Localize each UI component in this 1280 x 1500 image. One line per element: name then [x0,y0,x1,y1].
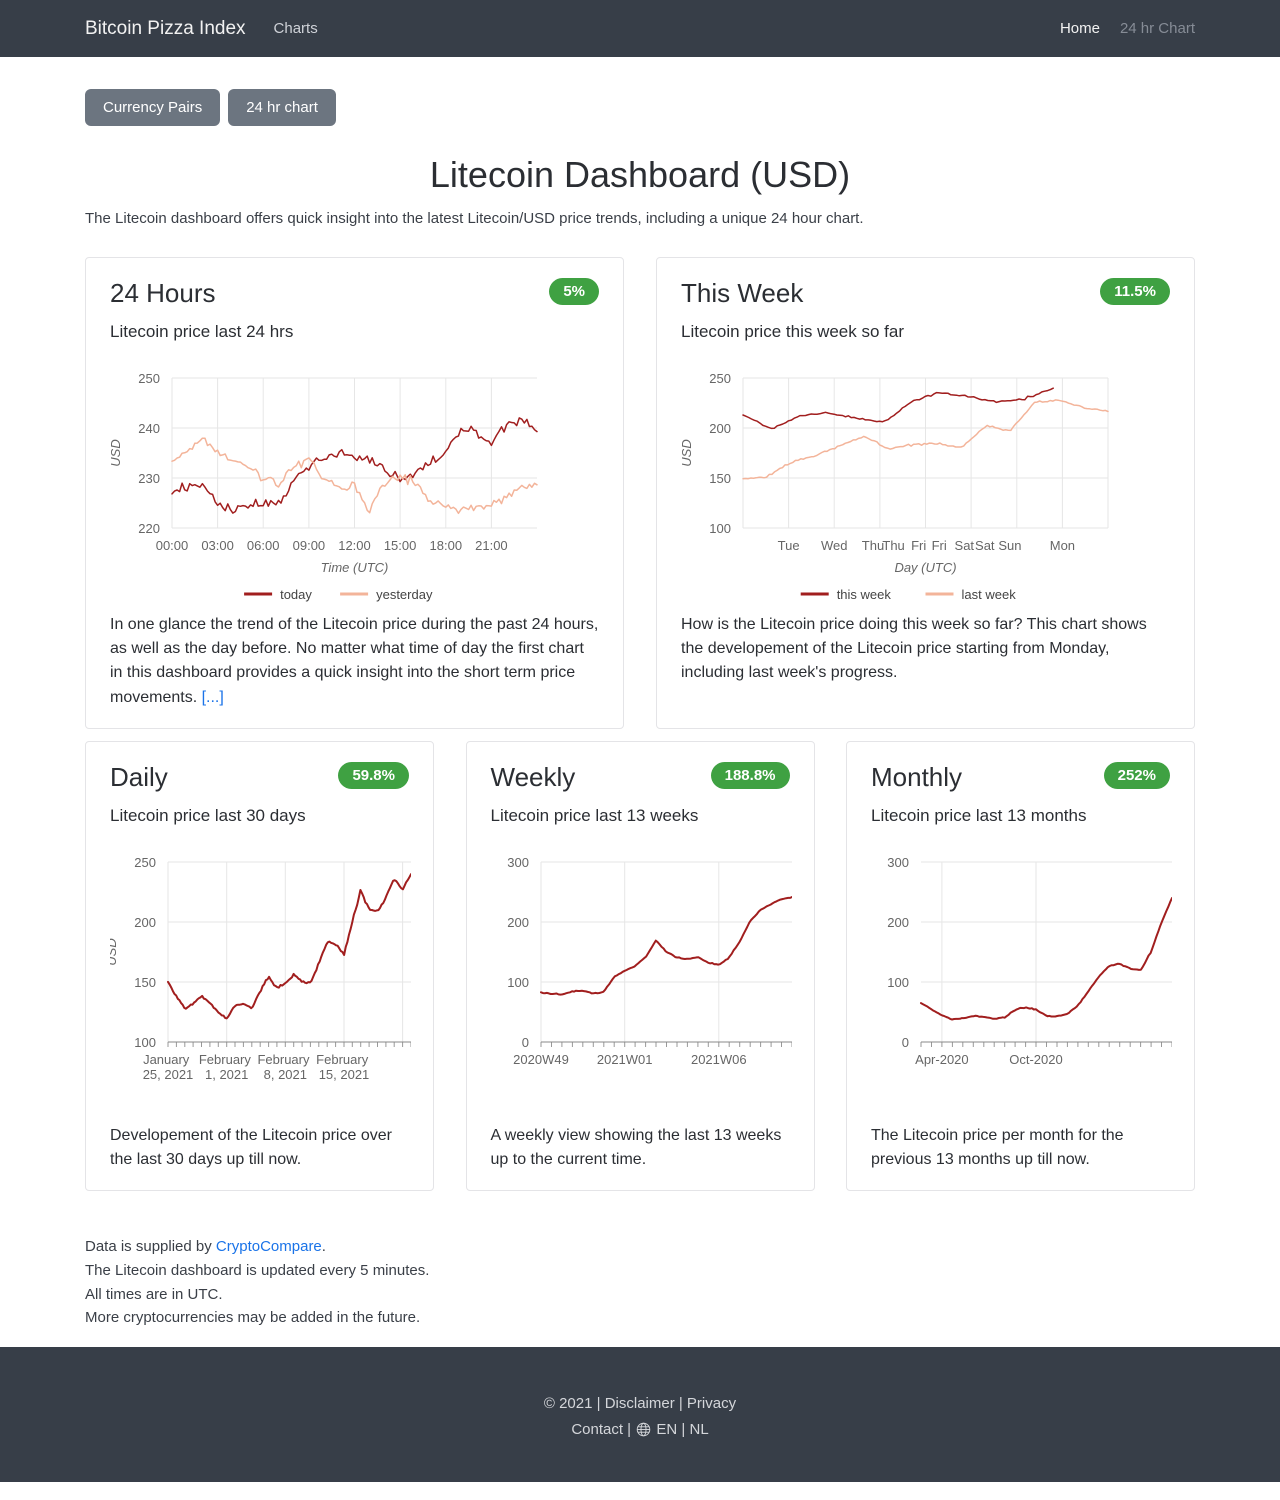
svg-text:Thu: Thu [862,538,884,553]
svg-text:200: 200 [887,915,909,930]
svg-text:21:00: 21:00 [475,538,508,553]
svg-text:0: 0 [902,1035,909,1050]
svg-text:Fri: Fri [932,538,947,553]
svg-text:Sat: Sat [955,538,975,553]
svg-text:Thu: Thu [882,538,904,553]
svg-text:150: 150 [134,975,156,990]
svg-text:2020W49: 2020W49 [513,1052,569,1067]
svg-text:February 1, 2021: February 1, 2021 [199,1052,255,1082]
svg-text:250: 250 [134,858,156,870]
svg-text:last week: last week [962,587,1017,602]
svg-text:18:00: 18:00 [430,538,463,553]
svg-text:240: 240 [138,421,160,436]
svg-text:0: 0 [521,1035,528,1050]
svg-text:Mon: Mon [1050,538,1075,553]
svg-text:today: today [280,587,312,602]
svg-text:250: 250 [138,374,160,386]
svg-text:January 25, 2021: January 25, 2021 [143,1052,194,1082]
svg-text:Sat: Sat [975,538,995,553]
svg-text:03:00: 03:00 [201,538,234,553]
svg-text:USD: USD [871,938,872,965]
svg-text:09:00: 09:00 [293,538,326,553]
svg-text:200: 200 [507,915,529,930]
svg-text:230: 230 [138,471,160,486]
svg-text:USD: USD [491,938,492,965]
svg-text:USD: USD [110,439,123,466]
svg-text:Time (UTC): Time (UTC) [321,560,389,575]
svg-text:100: 100 [134,1035,156,1050]
svg-text:2021W06: 2021W06 [690,1052,746,1067]
svg-text:February 15, 2021: February 15, 2021 [316,1052,372,1082]
svg-text:Tue: Tue [778,538,800,553]
svg-text:300: 300 [507,858,529,870]
svg-text:15:00: 15:00 [384,538,417,553]
svg-text:00:00: 00:00 [156,538,189,553]
svg-text:Day (UTC): Day (UTC) [894,560,956,575]
svg-text:220: 220 [138,521,160,536]
svg-text:300: 300 [887,858,909,870]
svg-text:Sun: Sun [998,538,1021,553]
svg-text:2021W01: 2021W01 [596,1052,652,1067]
svg-text:06:00: 06:00 [247,538,280,553]
svg-text:100: 100 [887,975,909,990]
svg-text:200: 200 [134,915,156,930]
svg-text:12:00: 12:00 [338,538,371,553]
svg-text:Oct-2020: Oct-2020 [1009,1052,1062,1067]
svg-text:Apr-2020: Apr-2020 [915,1052,968,1067]
svg-text:February 8, 2021: February 8, 2021 [257,1052,313,1082]
svg-text:200: 200 [709,421,731,436]
svg-text:100: 100 [709,521,731,536]
svg-text:150: 150 [709,471,731,486]
svg-text:Fri: Fri [911,538,926,553]
svg-text:100: 100 [507,975,529,990]
svg-text:USD: USD [681,439,694,466]
svg-text:USD: USD [110,938,119,965]
svg-text:Wed: Wed [821,538,848,553]
svg-text:250: 250 [709,374,731,386]
svg-text:this week: this week [837,587,892,602]
svg-text:yesterday: yesterday [376,587,433,602]
